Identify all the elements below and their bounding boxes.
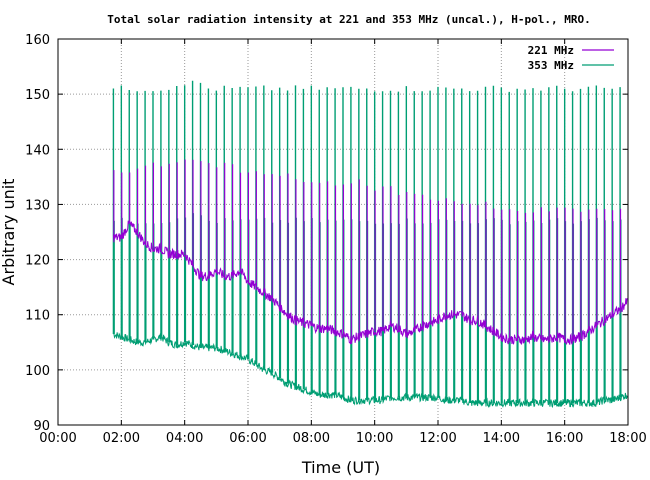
y-tick-label: 160	[25, 33, 50, 48]
series-1	[112, 80, 628, 409]
x-tick-label: 18:00	[609, 431, 646, 446]
y-tick-label: 120	[25, 254, 50, 269]
y-axis-title: Arbitrary unit	[0, 179, 18, 286]
x-tick-label: 10:00	[356, 431, 393, 446]
x-tick-label: 04:00	[166, 431, 203, 446]
legend-label: 353 MHz	[528, 59, 574, 72]
x-tick-label: 02:00	[103, 431, 140, 446]
x-tick-label: 08:00	[293, 431, 330, 446]
series-line	[112, 220, 628, 346]
y-tick-label: 100	[25, 364, 50, 379]
tick-group: 00:00 02:00 04:00 06:00 08:00 10:00 12:00 14:00…	[25, 33, 647, 446]
x-tick-label: 00:00	[39, 431, 76, 446]
series-0	[112, 159, 628, 346]
legend: 221 MHz 353 MHz	[528, 44, 614, 72]
x-tick-label: 12:00	[419, 431, 456, 446]
x-tick-label: 06:00	[229, 431, 266, 446]
chart-title: Total solar radiation intensity at 221 a…	[107, 13, 590, 26]
plot-frame	[57, 38, 629, 426]
x-tick-label: 14:00	[483, 431, 520, 446]
y-tick-label: 90	[33, 419, 50, 434]
y-tick-label: 150	[25, 88, 50, 103]
series-group	[112, 80, 628, 409]
y-tick-label: 130	[25, 198, 50, 213]
x-axis-title: Time (UT)	[301, 458, 380, 477]
series-line	[113, 332, 628, 409]
legend-label: 221 MHz	[528, 44, 574, 57]
y-tick-label: 110	[25, 309, 50, 324]
y-tick-label: 140	[25, 143, 50, 158]
x-tick-label: 16:00	[546, 431, 583, 446]
